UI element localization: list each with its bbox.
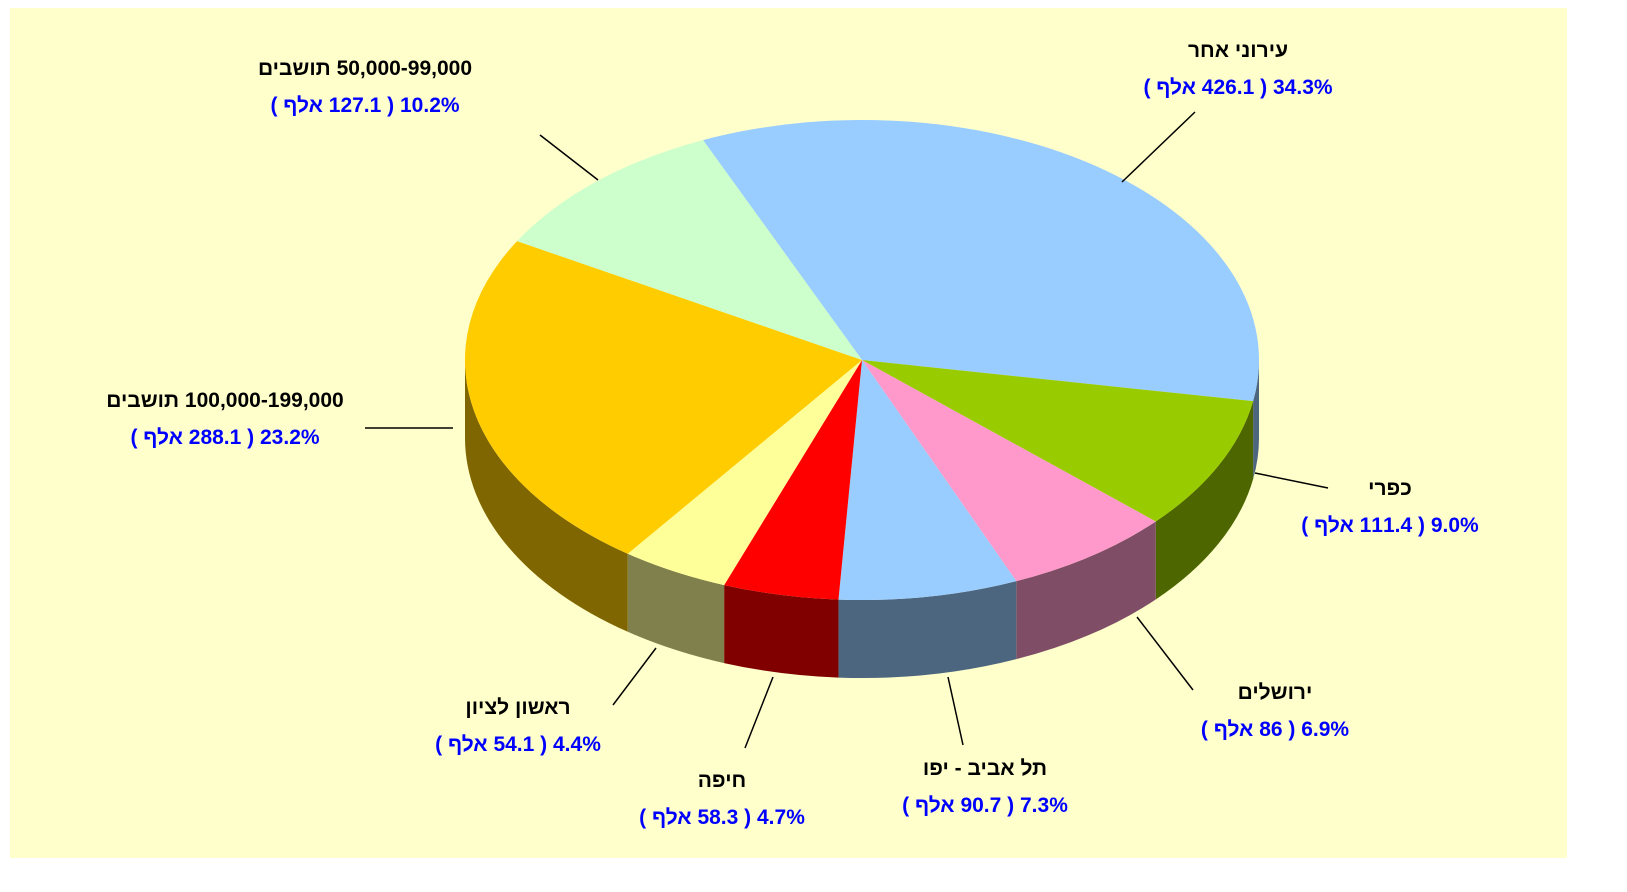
leader-line (1136, 616, 1194, 691)
leader-line (539, 134, 599, 181)
value-label: 34.3% ( 426.1 אלף ) (1143, 76, 1333, 99)
category-name: 100,000-199,000 תושבים (106, 389, 344, 412)
slice (838, 360, 1017, 600)
leader-lines (365, 111, 1329, 749)
slice-label: עירוני אחר 34.3% ( 426.1 אלף ) (1143, 32, 1332, 106)
leader-line (612, 647, 657, 706)
category-name: 50,000-99,000 תושבים (257, 57, 473, 80)
value-label: 4.4% ( 54.1 אלף ) (435, 733, 601, 756)
slice-label: תל אביב - יפו 7.3% ( 90.7 אלף ) (902, 750, 1068, 824)
category-name: תל אביב - יפו (922, 757, 1048, 780)
category-name: חיפה (697, 769, 747, 792)
value-label: 9.0% ( 111.4 אלף ) (1301, 514, 1479, 537)
slice-side (465, 360, 628, 632)
slice-side (1155, 401, 1254, 600)
leader-line (744, 676, 774, 749)
pie-tops (465, 120, 1259, 600)
slice-side (1016, 521, 1156, 660)
slice (465, 241, 862, 554)
slice (862, 360, 1254, 522)
value-label: 7.3% ( 90.7 אלף ) (902, 794, 1068, 817)
category-name: כפרי (1368, 477, 1412, 500)
pie-sides (465, 360, 1259, 678)
category-name: עירוני אחר (1187, 39, 1289, 62)
category-name: ראשון לציון (465, 696, 571, 719)
category-name: ירושלים (1237, 681, 1313, 704)
value-label: 6.9% ( 86 אלף ) (1200, 718, 1350, 741)
value-label: 4.7% ( 58.3 אלף ) (639, 806, 805, 829)
slice (724, 360, 862, 600)
leader-line (1254, 472, 1329, 489)
slice-side (724, 585, 839, 678)
slice-label: ראשון לציון 4.4% ( 54.1 אלף ) (435, 689, 601, 763)
value-label: 10.2% ( 127.1 אלף ) (270, 94, 460, 117)
slice (517, 140, 862, 360)
slice-label: 100,000-199,000 תושבים 23.2% ( 288.1 אלף … (95, 382, 355, 456)
slice (862, 360, 1156, 582)
slice-label: כפרי 9.0% ( 111.4 אלף ) (1301, 470, 1478, 544)
slice-label: 50,000-99,000 תושבים 10.2% ( 127.1 אלף ) (250, 50, 480, 124)
slice-side (627, 553, 725, 664)
value-label: 23.2% ( 288.1 אלף ) (130, 426, 320, 449)
slice-side (838, 581, 1017, 678)
slice (703, 120, 1259, 402)
slice (627, 360, 862, 586)
leader-line (947, 676, 964, 746)
slice-side (1253, 360, 1259, 480)
slice-label: חיפה 4.7% ( 58.3 אלף ) (639, 762, 805, 836)
slice-label: ירושלים 6.9% ( 86 אלף ) (1201, 674, 1349, 748)
leader-line (1121, 111, 1196, 183)
